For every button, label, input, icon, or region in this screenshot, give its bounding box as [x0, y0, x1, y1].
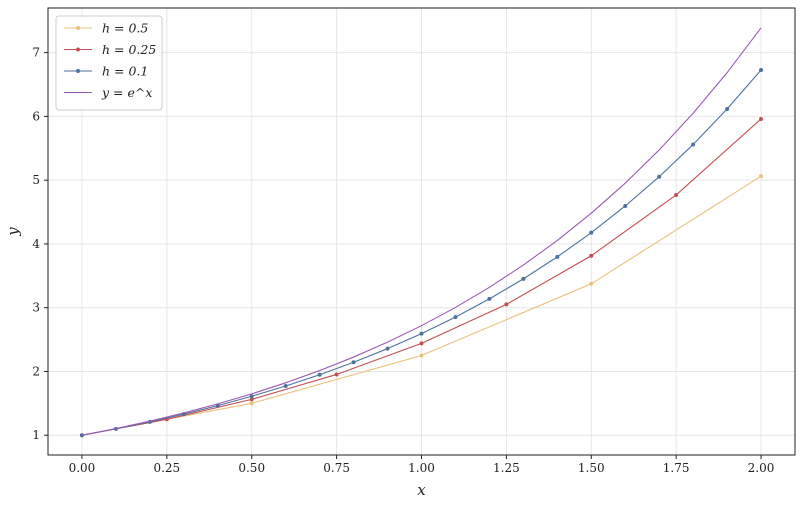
series-layer [79, 27, 764, 438]
data-point-h-0-1 [385, 346, 390, 351]
ticks: 0.00 0.25 0.50 0.75 1.00 1.25 1.50 1.75 2.00 1 2 3 4… [32, 46, 774, 475]
legend-label: h = 0.1 [102, 64, 148, 79]
data-point-h-0-1 [283, 384, 288, 389]
y-tick-label: 1 [32, 428, 40, 442]
x-tick-label: 1.00 [408, 461, 435, 475]
data-point-h-0-25 [759, 116, 764, 121]
data-point-h-0-1 [589, 230, 594, 235]
legend-marker [76, 26, 80, 30]
data-point-h-0-1 [419, 331, 424, 336]
data-point-h-0-5 [419, 353, 424, 358]
legend-marker [76, 69, 80, 73]
data-point-h-0-1 [759, 68, 764, 73]
legend-label: y = e^x [101, 85, 152, 100]
x-tick-label: 0.00 [69, 461, 96, 475]
data-point-h-0-25 [334, 372, 339, 377]
legend-marker [76, 47, 80, 52]
data-point-h-0-25 [419, 341, 424, 346]
y-tick-label: 6 [32, 109, 40, 123]
series-line-y-e-x [81, 27, 762, 436]
legend: h = 0.5 h = 0.25 h = 0.1 y = e^x [55, 15, 163, 111]
x-tick-label: 0.50 [238, 461, 265, 475]
data-point-h-0-1 [691, 142, 696, 147]
legend-box [55, 15, 163, 111]
data-point-h-0-5 [759, 174, 764, 179]
data-point-h-0-1 [657, 174, 662, 179]
x-tick-label: 1.25 [493, 461, 520, 475]
data-point-h-0-1 [487, 296, 492, 301]
x-tick-label: 0.25 [153, 461, 180, 475]
y-tick-label: 7 [32, 46, 40, 60]
data-point-h-0-1 [521, 276, 526, 281]
data-point-h-0-1 [351, 360, 356, 365]
data-point-h-0-5 [249, 401, 254, 406]
data-point-h-0-1 [725, 107, 730, 112]
x-tick-label: 0.75 [323, 461, 350, 475]
y-tick-label: 5 [32, 173, 40, 187]
data-point-h-0-25 [674, 192, 679, 197]
data-point-h-0-25 [504, 302, 509, 307]
data-point-h-0-1 [249, 394, 254, 399]
legend-label: h = 0.5 [102, 21, 148, 36]
x-tick-label: 1.75 [663, 461, 690, 475]
data-point-h-0-5 [589, 281, 594, 286]
grid [48, 8, 795, 455]
y-tick-label: 3 [32, 301, 40, 315]
x-tick-label: 1.50 [578, 461, 605, 475]
legend-label: h = 0.25 [102, 42, 156, 57]
y-axis-label: y [4, 227, 22, 237]
x-axis-label: x [417, 481, 426, 499]
data-point-h-0-1 [317, 372, 322, 377]
data-point-h-0-1 [453, 315, 458, 320]
y-tick-label: 4 [32, 237, 40, 251]
y-tick-label: 2 [32, 364, 40, 378]
data-point-h-0-1 [623, 203, 628, 208]
x-tick-label: 2.00 [748, 461, 775, 475]
data-point-h-0-25 [589, 253, 594, 258]
data-point-h-0-1 [555, 254, 560, 259]
data-point-h-0-25 [249, 397, 254, 402]
